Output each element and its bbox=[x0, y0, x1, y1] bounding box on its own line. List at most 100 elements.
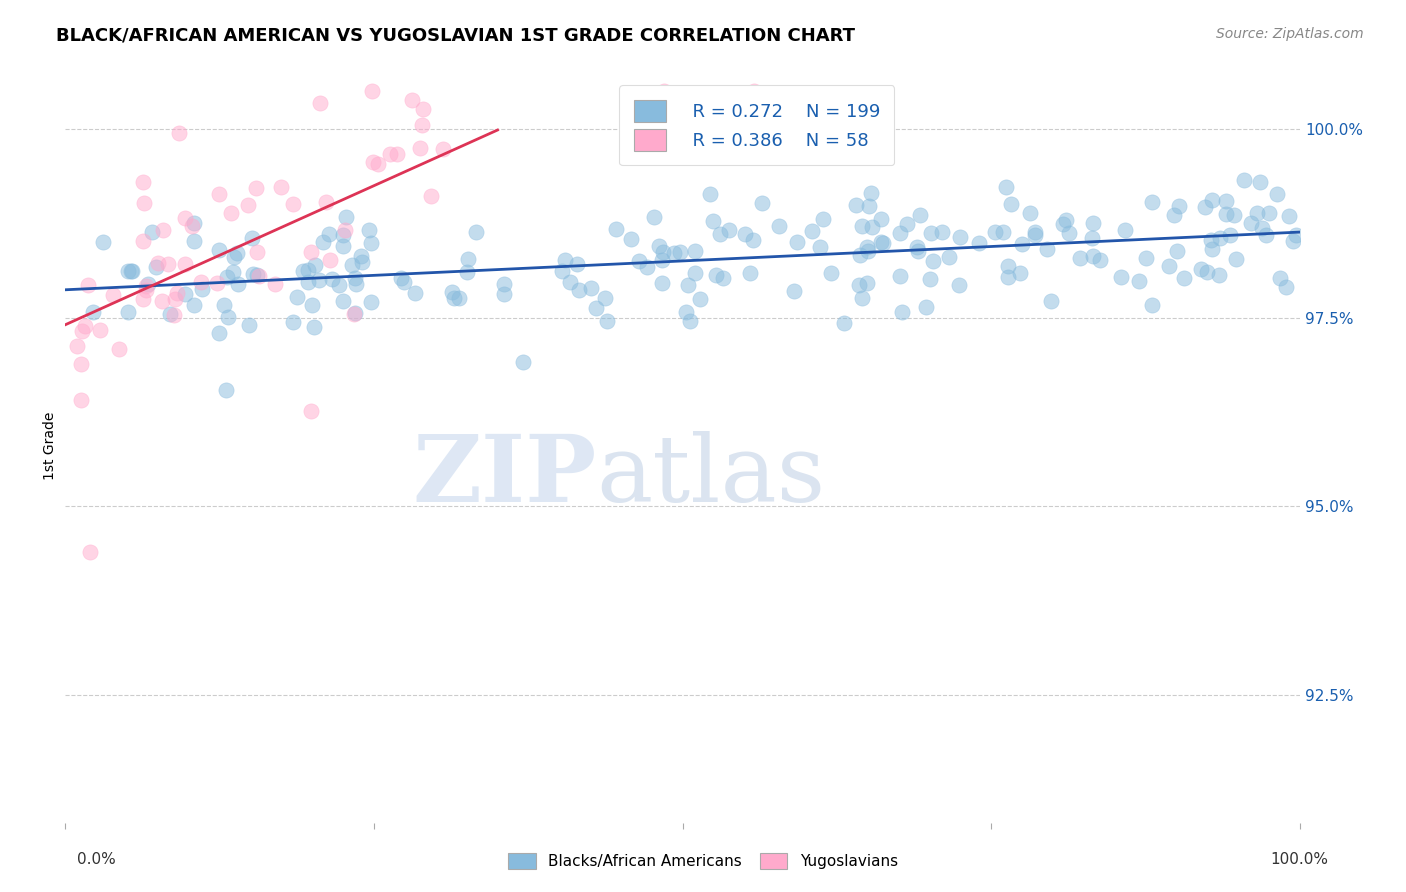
Point bbox=[344, 306, 367, 320]
Point bbox=[401, 93, 423, 107]
Point bbox=[740, 266, 762, 280]
Point bbox=[786, 235, 808, 250]
Point bbox=[308, 272, 330, 286]
Point bbox=[264, 277, 287, 291]
Point bbox=[457, 252, 479, 266]
Point bbox=[367, 157, 389, 171]
Point bbox=[991, 226, 1014, 240]
Point bbox=[1036, 242, 1059, 256]
Point bbox=[132, 195, 155, 210]
Point bbox=[167, 126, 190, 140]
Point bbox=[301, 298, 323, 312]
Point bbox=[1166, 244, 1188, 258]
Point bbox=[174, 211, 197, 225]
Point bbox=[360, 235, 382, 250]
Point bbox=[217, 310, 239, 324]
Text: 100.0%: 100.0% bbox=[1271, 852, 1329, 867]
Point bbox=[1040, 294, 1063, 309]
Point bbox=[247, 269, 270, 284]
Point bbox=[492, 286, 515, 301]
Point bbox=[605, 221, 627, 235]
Point bbox=[742, 84, 765, 98]
Point bbox=[292, 264, 315, 278]
Point bbox=[242, 267, 264, 281]
Point bbox=[135, 279, 157, 293]
Point bbox=[651, 253, 673, 268]
Point bbox=[751, 195, 773, 210]
Point bbox=[350, 249, 373, 263]
Point bbox=[420, 188, 443, 202]
Point bbox=[896, 217, 918, 231]
Point bbox=[190, 275, 212, 289]
Point bbox=[152, 223, 174, 237]
Point bbox=[181, 219, 204, 233]
Point bbox=[166, 285, 188, 300]
Point bbox=[845, 198, 868, 212]
Point bbox=[66, 339, 89, 353]
Point bbox=[1168, 199, 1191, 213]
Point bbox=[285, 290, 308, 304]
Point bbox=[70, 393, 93, 408]
Point bbox=[734, 227, 756, 241]
Point bbox=[1201, 243, 1223, 257]
Point bbox=[1285, 227, 1308, 242]
Point bbox=[1197, 265, 1219, 279]
Point bbox=[554, 253, 576, 268]
Point bbox=[318, 227, 340, 241]
Point bbox=[183, 216, 205, 230]
Legend:   R = 0.272    N = 199,   R = 0.386    N = 58: R = 0.272 N = 199, R = 0.386 N = 58 bbox=[619, 85, 894, 165]
Point bbox=[1081, 231, 1104, 245]
Point bbox=[1189, 262, 1212, 277]
Point bbox=[121, 264, 143, 278]
Point bbox=[984, 225, 1007, 239]
Point bbox=[361, 84, 384, 98]
Point bbox=[920, 227, 942, 241]
Point bbox=[652, 84, 675, 98]
Point bbox=[246, 268, 269, 283]
Point bbox=[163, 308, 186, 322]
Point bbox=[907, 244, 929, 258]
Point bbox=[409, 140, 432, 154]
Point bbox=[152, 293, 174, 308]
Point bbox=[440, 285, 463, 299]
Point bbox=[832, 316, 855, 330]
Point bbox=[315, 194, 337, 209]
Point bbox=[391, 270, 413, 285]
Point bbox=[948, 277, 970, 292]
Point bbox=[1246, 206, 1268, 220]
Point bbox=[1215, 194, 1237, 209]
Point bbox=[1024, 225, 1046, 239]
Point bbox=[1024, 228, 1046, 243]
Point bbox=[245, 181, 267, 195]
Point bbox=[205, 277, 228, 291]
Point bbox=[1251, 220, 1274, 235]
Point bbox=[742, 233, 765, 247]
Point bbox=[281, 315, 304, 329]
Point bbox=[1208, 268, 1230, 282]
Point bbox=[596, 314, 619, 328]
Legend: Blacks/African Americans, Yugoslavians: Blacks/African Americans, Yugoslavians bbox=[502, 847, 904, 875]
Point bbox=[456, 265, 478, 279]
Point bbox=[333, 223, 356, 237]
Point bbox=[1173, 271, 1195, 285]
Point bbox=[1225, 252, 1247, 266]
Point bbox=[1081, 249, 1104, 263]
Point bbox=[343, 271, 366, 285]
Point bbox=[560, 275, 582, 289]
Point bbox=[627, 254, 650, 268]
Text: 0.0%: 0.0% bbox=[77, 852, 117, 867]
Point bbox=[551, 264, 574, 278]
Point bbox=[222, 265, 245, 279]
Point bbox=[76, 278, 98, 293]
Point bbox=[860, 219, 883, 234]
Point bbox=[967, 235, 990, 250]
Point bbox=[159, 307, 181, 321]
Point bbox=[138, 277, 160, 292]
Point bbox=[332, 293, 354, 308]
Point bbox=[340, 258, 363, 272]
Point bbox=[1081, 216, 1104, 230]
Point bbox=[332, 239, 354, 253]
Point bbox=[512, 355, 534, 369]
Point bbox=[683, 244, 706, 259]
Point bbox=[1270, 271, 1292, 285]
